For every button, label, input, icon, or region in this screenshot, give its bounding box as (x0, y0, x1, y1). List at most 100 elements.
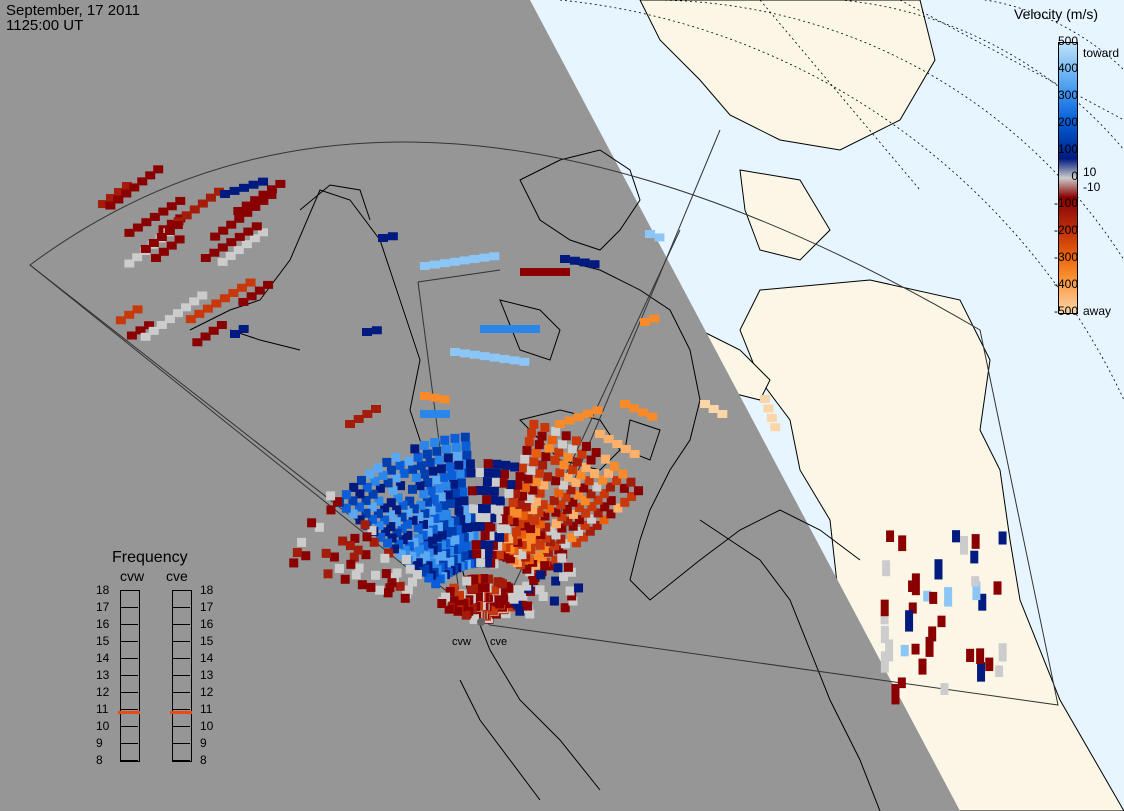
frequency-tick-line (172, 675, 190, 676)
velocity-cell (292, 548, 302, 558)
velocity-cell (455, 590, 465, 600)
velocity-cell (568, 596, 578, 606)
velocity-cell (993, 581, 1002, 595)
velocity-cell (447, 470, 457, 480)
velocity-cell (554, 488, 564, 498)
velocity-cell (560, 255, 570, 263)
velocity-cell (361, 550, 371, 560)
velocity-cell (929, 591, 938, 604)
velocity-cell (634, 486, 644, 496)
velocity-cell (200, 332, 211, 341)
velocity-cell (592, 520, 602, 530)
velocity-cell (239, 183, 250, 192)
velocity-cell (995, 665, 1004, 677)
velocity-cell (574, 583, 584, 593)
colorbar-tick: 500 (1057, 34, 1078, 48)
velocity-cell (760, 395, 770, 403)
velocity-cell (383, 478, 393, 488)
velocity-cell (475, 522, 485, 532)
velocity-cell (113, 188, 124, 197)
velocity-cell (387, 533, 397, 543)
frequency-tick-line (120, 709, 138, 710)
velocity-cell (202, 304, 213, 313)
velocity-cell (355, 489, 365, 499)
velocity-cell (408, 464, 418, 474)
velocity-cell (210, 232, 221, 241)
velocity-cell (121, 189, 132, 198)
velocity-cell (529, 457, 539, 467)
velocity-cell (522, 445, 532, 455)
velocity-cell (450, 488, 460, 498)
velocity-cell (629, 450, 640, 458)
velocity-cell (420, 469, 430, 479)
velocity-cell (366, 582, 376, 592)
velocity-cell (248, 180, 259, 189)
velocity-colorbar (1058, 42, 1078, 314)
velocity-cell (603, 435, 614, 443)
velocity-cell (257, 228, 268, 237)
velocity-cell (461, 610, 471, 620)
velocity-cell (501, 524, 511, 534)
velocity-cell (523, 474, 533, 484)
velocity-cell (469, 614, 479, 624)
velocity-cell (392, 528, 402, 538)
velocity-cell (374, 521, 384, 531)
velocity-cell (549, 596, 559, 606)
velocity-cell (113, 195, 124, 204)
velocity-cell (535, 585, 545, 595)
velocity-cell (375, 483, 385, 493)
velocity-cell (618, 469, 628, 479)
velocity-cell (424, 516, 434, 526)
velocity-cell (606, 496, 616, 506)
velocity-cell (444, 604, 454, 614)
frequency-tick-line (120, 658, 138, 659)
velocity-cell (541, 533, 551, 543)
velocity-cell (397, 524, 407, 534)
velocity-cell (605, 482, 615, 492)
velocity-cell (592, 406, 603, 415)
velocity-cell (581, 508, 591, 518)
velocity-cell (506, 480, 516, 490)
frequency-tick-label: 10 (200, 719, 214, 733)
velocity-cell (480, 540, 490, 550)
velocity-cell (226, 220, 237, 229)
velocity-cell (535, 488, 545, 498)
velocity-cell (940, 683, 949, 695)
velocity-cell (880, 651, 889, 673)
velocity-cell (451, 442, 461, 452)
velocity-cell (410, 561, 420, 571)
velocity-cell (449, 479, 459, 489)
colorbar-pos10-label: 10 (1083, 165, 1097, 179)
velocity-cells (97, 165, 1007, 705)
velocity-cell (289, 558, 299, 568)
velocity-cell (329, 552, 339, 562)
velocity-cell (577, 449, 587, 459)
velocity-cell (559, 572, 569, 582)
velocity-cell (158, 207, 169, 216)
velocity-cell (409, 504, 419, 514)
velocity-cell (560, 539, 570, 549)
velocity-cell (250, 196, 261, 205)
velocity-cell (493, 514, 503, 524)
velocity-cell (551, 476, 561, 486)
velocity-cell (465, 459, 475, 469)
velocity-cell (589, 260, 600, 269)
velocity-cell (249, 234, 260, 243)
velocity-cell (640, 318, 650, 326)
coastlines (189, 149, 881, 811)
velocity-cell (218, 226, 229, 235)
velocity-cell (551, 555, 561, 565)
velocity-cell (395, 460, 405, 470)
velocity-cell (140, 244, 151, 253)
velocity-cell (480, 531, 490, 541)
velocity-cell (483, 468, 493, 478)
velocity-cell (194, 309, 205, 318)
velocity-cell (461, 441, 471, 451)
velocity-cell (391, 473, 401, 483)
colorbar-tick: -300 (1053, 250, 1078, 264)
velocity-cell (525, 494, 535, 504)
velocity-cell (491, 468, 501, 478)
velocity-cell (506, 506, 516, 516)
velocity-cell (489, 353, 500, 362)
velocity-cell (383, 538, 393, 548)
